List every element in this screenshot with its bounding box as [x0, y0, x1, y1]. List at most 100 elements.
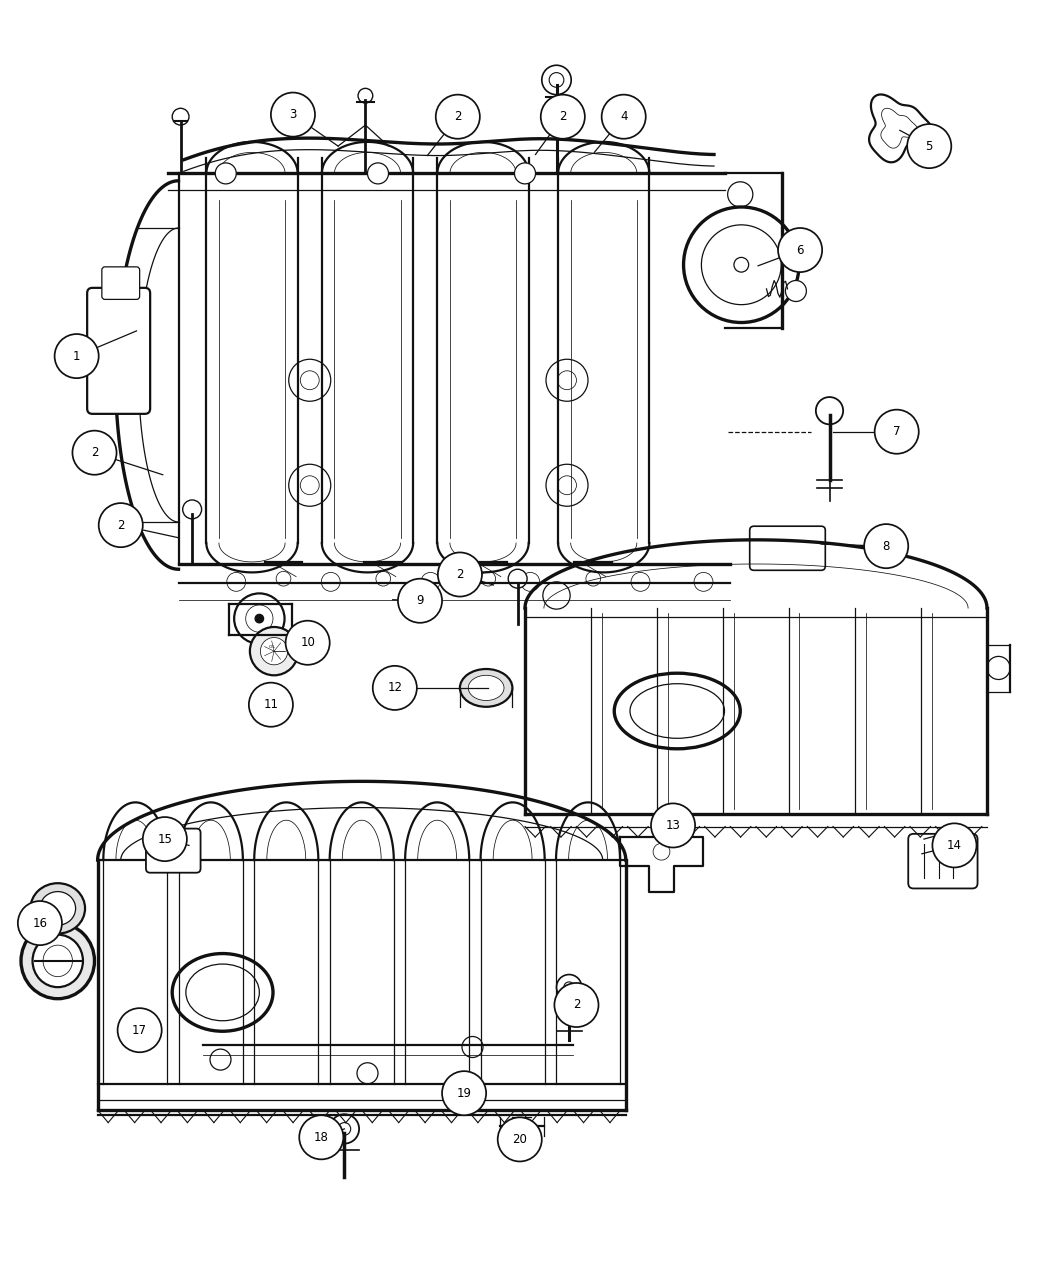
Ellipse shape — [614, 673, 740, 748]
Circle shape — [118, 1009, 162, 1052]
Text: 16: 16 — [33, 917, 47, 929]
FancyBboxPatch shape — [146, 829, 201, 872]
Circle shape — [653, 843, 670, 861]
Circle shape — [321, 572, 340, 592]
Circle shape — [602, 94, 646, 139]
Circle shape — [18, 901, 62, 945]
Circle shape — [462, 1037, 483, 1057]
Circle shape — [260, 638, 288, 664]
Ellipse shape — [186, 964, 259, 1021]
Circle shape — [299, 1116, 343, 1159]
Circle shape — [289, 464, 331, 506]
Circle shape — [276, 571, 291, 587]
Text: 13: 13 — [666, 819, 680, 833]
Text: 2: 2 — [90, 446, 99, 459]
Circle shape — [442, 1071, 486, 1116]
Circle shape — [357, 1063, 378, 1084]
Circle shape — [481, 571, 496, 587]
Circle shape — [541, 94, 585, 139]
Circle shape — [438, 552, 482, 597]
Circle shape — [521, 572, 540, 592]
Text: 18: 18 — [314, 1131, 329, 1144]
Text: 3: 3 — [289, 108, 297, 121]
Circle shape — [728, 297, 753, 323]
Circle shape — [255, 615, 264, 622]
Circle shape — [556, 974, 582, 1000]
Circle shape — [546, 360, 588, 402]
Text: 9: 9 — [416, 594, 424, 607]
Circle shape — [987, 657, 1010, 680]
Circle shape — [373, 666, 417, 710]
Circle shape — [554, 983, 598, 1028]
Text: 2: 2 — [572, 998, 581, 1011]
Circle shape — [498, 1117, 542, 1162]
Circle shape — [289, 360, 331, 402]
Circle shape — [816, 397, 843, 425]
Text: 8: 8 — [882, 539, 890, 552]
Text: 2: 2 — [454, 110, 462, 124]
Circle shape — [330, 1114, 359, 1144]
Ellipse shape — [33, 935, 83, 987]
Circle shape — [514, 163, 536, 184]
Circle shape — [558, 476, 576, 495]
Ellipse shape — [460, 669, 512, 706]
Ellipse shape — [43, 945, 72, 977]
Text: 1: 1 — [72, 349, 81, 362]
Ellipse shape — [468, 676, 504, 700]
Circle shape — [542, 65, 571, 94]
Circle shape — [421, 572, 440, 592]
Circle shape — [734, 258, 749, 272]
Text: 2: 2 — [456, 567, 464, 581]
Circle shape — [143, 817, 187, 861]
Text: 15: 15 — [158, 833, 172, 845]
Circle shape — [300, 371, 319, 390]
Ellipse shape — [172, 954, 273, 1031]
Circle shape — [907, 124, 951, 168]
Circle shape — [286, 621, 330, 664]
Circle shape — [271, 93, 315, 136]
Circle shape — [436, 94, 480, 139]
Circle shape — [586, 571, 601, 587]
Circle shape — [215, 163, 236, 184]
Circle shape — [631, 572, 650, 592]
Circle shape — [172, 108, 189, 125]
Circle shape — [728, 182, 753, 207]
Circle shape — [398, 579, 442, 622]
Circle shape — [864, 524, 908, 569]
Circle shape — [785, 280, 806, 301]
Circle shape — [300, 476, 319, 495]
Circle shape — [694, 572, 713, 592]
Circle shape — [543, 581, 570, 609]
Text: 2: 2 — [559, 110, 567, 124]
Circle shape — [778, 228, 822, 272]
FancyBboxPatch shape — [908, 834, 978, 889]
Circle shape — [932, 824, 976, 867]
Text: 2: 2 — [117, 519, 125, 532]
Circle shape — [234, 593, 285, 644]
Circle shape — [250, 627, 298, 676]
Text: 5: 5 — [925, 139, 933, 153]
Text: 14: 14 — [947, 839, 962, 852]
Circle shape — [249, 682, 293, 727]
Text: 4: 4 — [620, 110, 628, 124]
FancyBboxPatch shape — [102, 266, 140, 300]
Text: OIL: OIL — [269, 645, 276, 649]
Ellipse shape — [630, 683, 724, 738]
Circle shape — [684, 207, 799, 323]
Circle shape — [564, 982, 574, 992]
Text: 20: 20 — [512, 1133, 527, 1146]
Text: 12: 12 — [387, 681, 402, 695]
Circle shape — [376, 571, 391, 587]
FancyBboxPatch shape — [750, 527, 825, 570]
Text: 17: 17 — [132, 1024, 147, 1037]
Text: 10: 10 — [300, 636, 315, 649]
FancyBboxPatch shape — [87, 288, 150, 414]
Circle shape — [701, 224, 781, 305]
Text: 6: 6 — [796, 244, 804, 256]
Ellipse shape — [30, 884, 85, 933]
Circle shape — [651, 803, 695, 848]
Circle shape — [55, 334, 99, 379]
Circle shape — [72, 431, 117, 474]
Circle shape — [210, 1049, 231, 1070]
Circle shape — [546, 464, 588, 506]
